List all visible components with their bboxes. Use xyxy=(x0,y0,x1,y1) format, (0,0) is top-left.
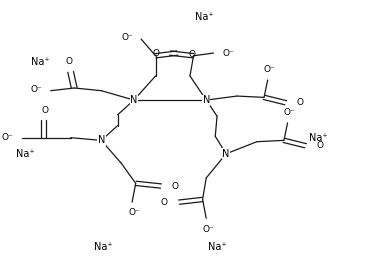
Text: Na⁺: Na⁺ xyxy=(16,149,35,159)
Text: O: O xyxy=(297,98,304,107)
Text: Na⁺: Na⁺ xyxy=(195,12,214,22)
Text: N: N xyxy=(202,95,210,105)
Text: O⁻: O⁻ xyxy=(222,49,234,58)
Text: O: O xyxy=(188,50,195,59)
Text: O: O xyxy=(160,198,167,207)
Text: N: N xyxy=(130,95,138,105)
Text: O⁻: O⁻ xyxy=(264,65,275,74)
Text: Na⁺: Na⁺ xyxy=(309,133,328,143)
Text: Na⁺: Na⁺ xyxy=(208,242,227,252)
Text: O⁻: O⁻ xyxy=(202,225,214,234)
Text: O⁻: O⁻ xyxy=(30,85,42,94)
Text: O: O xyxy=(42,106,49,114)
Text: O⁻: O⁻ xyxy=(284,108,295,117)
Text: O⁻: O⁻ xyxy=(128,208,140,217)
Text: O⁻: O⁻ xyxy=(122,33,133,42)
Text: Na⁺: Na⁺ xyxy=(94,242,112,252)
Text: O: O xyxy=(172,181,179,191)
Text: N: N xyxy=(98,135,105,145)
Text: O: O xyxy=(152,49,159,58)
Text: N: N xyxy=(223,149,230,159)
Text: O: O xyxy=(317,141,324,150)
Text: O: O xyxy=(65,57,72,66)
Text: O⁻: O⁻ xyxy=(1,133,13,142)
Text: Na⁺: Na⁺ xyxy=(31,58,49,68)
